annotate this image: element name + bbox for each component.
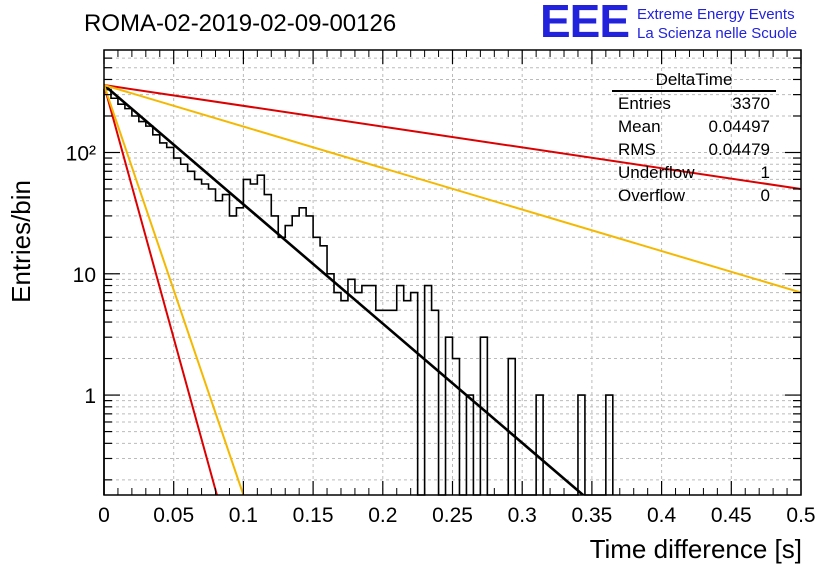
plot-title: ROMA-02-2019-02-09-00126 (84, 10, 397, 37)
stats-row: Overflow 0 (612, 184, 784, 207)
x-tick-label: 0.05 (153, 504, 194, 527)
y-tick-label: 10 (73, 264, 96, 287)
x-tick-label: 0.4 (647, 504, 677, 527)
x-axis-label: Time difference [s] (590, 534, 802, 564)
stats-label: Overflow (618, 186, 686, 205)
x-tick-label: 0 (98, 504, 110, 527)
x-tick-label: 0.5 (786, 504, 815, 527)
stats-row: Underflow 1 (612, 161, 784, 184)
y-tick-label: 10² (66, 142, 96, 165)
series-line-1 (104, 84, 801, 190)
series-line-3 (104, 84, 218, 495)
y-tick-label: 1 (84, 385, 96, 408)
stats-value: 3370 (732, 94, 770, 113)
series-line-2 (104, 84, 801, 294)
stats-value: 0.04479 (708, 140, 770, 159)
stats-label: Entries (618, 94, 671, 113)
stats-row: Entries 3370 (612, 92, 784, 115)
x-tick-label: 0.2 (368, 504, 397, 527)
stats-box: DeltaTime Entries 3370 Mean 0.04497 RMS … (612, 70, 784, 207)
x-tick-label: 0.35 (571, 504, 612, 527)
series-line-4 (104, 84, 245, 495)
logo-mark: EEE (540, 0, 630, 47)
fit-lines (104, 84, 801, 495)
stats-value: 1 (760, 163, 770, 182)
stats-label: Underflow (618, 163, 695, 182)
eee-logo: EEE Extreme Energy Events La Scienza nel… (540, 0, 830, 47)
x-tick-label: 0.1 (229, 504, 258, 527)
stats-row: RMS 0.04479 (612, 138, 784, 161)
stats-value: 0 (760, 186, 770, 205)
histogram-outline (103, 88, 614, 496)
x-tick-label: 0.3 (508, 504, 537, 527)
stats-label: RMS (618, 140, 656, 159)
y-axis-label: Entries/bin (6, 180, 36, 303)
stats-value: 0.04497 (708, 117, 770, 136)
stats-label: Mean (618, 117, 661, 136)
stats-title: DeltaTime (612, 70, 776, 92)
x-tick-label: 0.15 (293, 504, 334, 527)
stats-row: Mean 0.04497 (612, 115, 784, 138)
x-tick-label: 0.45 (711, 504, 752, 527)
histogram (103, 88, 614, 496)
logo-line-1: Extreme Energy Events (637, 6, 795, 23)
logo-line-2: La Scienza nelle Scuole (637, 25, 798, 42)
x-axis-ticks: 0 0.05 0.1 0.15 0.2 0.25 0.3 0.35 0.4 0.45 0.5 (98, 50, 816, 527)
x-tick-label: 0.25 (432, 504, 473, 527)
series-line-0 (104, 84, 586, 495)
